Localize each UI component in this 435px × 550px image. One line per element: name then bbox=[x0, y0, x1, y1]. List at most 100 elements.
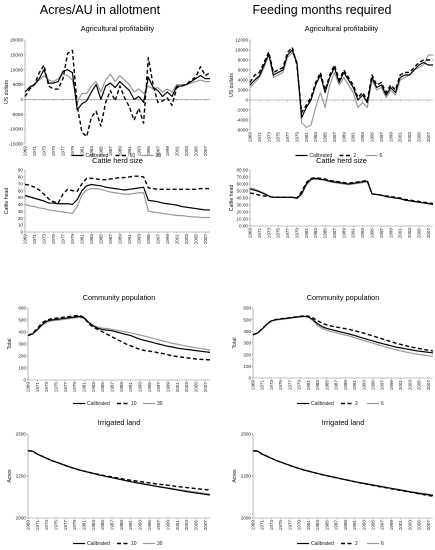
legend: Calibrated 2 6 bbox=[295, 153, 383, 159]
x-tick-label: 1983 bbox=[91, 382, 96, 393]
x-tick-label: 2007 bbox=[203, 520, 208, 531]
x-tick-label: 1973 bbox=[269, 520, 274, 531]
y-axis-label: Cattle head bbox=[229, 185, 235, 212]
x-tick-label: 1995 bbox=[146, 146, 151, 157]
x-tick-label: 1971 bbox=[35, 520, 40, 531]
x-tick-label: 1969 bbox=[23, 146, 28, 157]
x-tick-label: 1997 bbox=[380, 520, 385, 531]
x-tick-label: 1999 bbox=[166, 520, 171, 531]
x-tick-label: 2003 bbox=[184, 146, 189, 157]
x-tick-label: 1987 bbox=[332, 132, 337, 143]
x-tick-label: 1993 bbox=[138, 520, 143, 531]
y-tick-label: 15000 bbox=[10, 52, 23, 57]
legend-label: 2 bbox=[354, 153, 357, 159]
x-tick-label: 1985 bbox=[324, 380, 329, 391]
series-line-6 bbox=[249, 51, 433, 129]
legend-label: 10 bbox=[131, 541, 137, 547]
y-axis-label: Total bbox=[7, 339, 13, 350]
x-tick-label: 2007 bbox=[203, 146, 208, 157]
x-tick-label: 1985 bbox=[100, 382, 105, 393]
x-tick-label: 1979 bbox=[294, 132, 299, 143]
x-tick-label: 1997 bbox=[379, 132, 384, 143]
y-tick-label: -6000 bbox=[236, 128, 248, 133]
legend: Calibrated 10 30 bbox=[73, 541, 163, 547]
series-line-10 bbox=[24, 49, 211, 138]
x-tick-label: 1981 bbox=[82, 382, 87, 393]
x-tick-label: 1997 bbox=[155, 146, 160, 157]
y-tick-label: -5000 bbox=[11, 112, 23, 117]
x-tick-label: 1993 bbox=[136, 146, 141, 157]
series-line-30 bbox=[27, 316, 211, 351]
y-axis-label: Cattle head bbox=[4, 188, 10, 215]
x-tick-label: 1997 bbox=[156, 382, 161, 393]
x-tick-label: 1989 bbox=[119, 382, 124, 393]
x-tick-label: 1993 bbox=[361, 380, 366, 391]
x-tick-label: 2007 bbox=[426, 520, 431, 531]
column-title-left: Acres/AU in allotment bbox=[40, 3, 161, 17]
x-tick-label: 1997 bbox=[155, 234, 160, 245]
y-tick-label: 80 bbox=[18, 174, 24, 179]
x-tick-label: 1995 bbox=[371, 380, 376, 391]
x-tick-label: 1999 bbox=[388, 132, 393, 143]
y-tick-label: 12000 bbox=[235, 38, 248, 43]
x-tick-label: 1999 bbox=[165, 234, 170, 245]
y-tick-label: 100 bbox=[243, 364, 251, 369]
x-tick-label: 1991 bbox=[352, 520, 357, 531]
x-tick-label: 1989 bbox=[343, 380, 348, 391]
x-tick-label: 1993 bbox=[138, 382, 143, 393]
x-tick-label: 1991 bbox=[352, 380, 357, 391]
x-tick-label: 1983 bbox=[89, 146, 94, 157]
series-line-10 bbox=[27, 450, 211, 491]
x-tick-label: 1975 bbox=[51, 234, 56, 245]
x-tick-label: 1979 bbox=[297, 380, 302, 391]
series-line-calibrated bbox=[27, 450, 211, 496]
x-tick-label: 1999 bbox=[389, 520, 394, 531]
y-tick-label: 600 bbox=[18, 306, 26, 311]
x-tick-label: 1973 bbox=[44, 520, 49, 531]
y-tick-label: 20.00 bbox=[237, 210, 249, 215]
legend-label: 6 bbox=[380, 153, 383, 159]
x-tick-label: 1985 bbox=[98, 146, 103, 157]
chart-title: Cattle herd size bbox=[316, 156, 367, 165]
y-tick-label: 8000 bbox=[238, 58, 249, 63]
y-tick-label: 300 bbox=[18, 342, 26, 347]
y-tick-label: 200 bbox=[243, 352, 251, 357]
y-tick-label: 10000 bbox=[235, 48, 248, 53]
x-tick-label: 1991 bbox=[351, 228, 356, 239]
x-tick-label: 1977 bbox=[60, 146, 65, 157]
y-tick-label: 2000 bbox=[238, 88, 249, 93]
x-tick-label: 1987 bbox=[110, 382, 115, 393]
y-tick-label: 100 bbox=[18, 366, 26, 371]
x-tick-label: 1971 bbox=[35, 382, 40, 393]
x-tick-label: 1985 bbox=[323, 132, 328, 143]
y-tick-label: 50.00 bbox=[237, 189, 249, 194]
y-tick-label: 40 bbox=[18, 202, 24, 207]
x-tick-label: 2005 bbox=[416, 228, 421, 239]
x-tick-label: 1989 bbox=[341, 132, 346, 143]
x-tick-label: 1973 bbox=[266, 132, 271, 143]
series-line-30 bbox=[24, 73, 210, 104]
chart-title: Community population bbox=[307, 293, 380, 302]
legend: Calibrated 2 6 bbox=[297, 401, 384, 407]
x-tick-label: 1971 bbox=[260, 380, 265, 391]
series-line-2 bbox=[249, 46, 433, 114]
legend-label: 30 bbox=[156, 153, 162, 159]
x-tick-label: 1969 bbox=[248, 228, 253, 239]
x-tick-label: 2003 bbox=[407, 228, 412, 239]
series-line-calibrated bbox=[249, 177, 434, 205]
x-tick-label: 1983 bbox=[91, 520, 96, 531]
x-tick-label: 2005 bbox=[193, 146, 198, 157]
legend-label: Calibrated bbox=[87, 401, 110, 407]
y-tick-label: 0 bbox=[245, 98, 248, 103]
x-tick-label: 1991 bbox=[351, 132, 356, 143]
y-tick-label: 70 bbox=[18, 181, 24, 186]
y-axis-label: US dollars bbox=[229, 73, 235, 97]
legend: Calibrated 10 30 bbox=[73, 401, 163, 407]
x-tick-label: 1995 bbox=[147, 382, 152, 393]
x-tick-label: 1989 bbox=[341, 228, 346, 239]
x-tick-label: 1977 bbox=[63, 382, 68, 393]
x-tick-label: 2005 bbox=[194, 382, 199, 393]
x-tick-label: 1985 bbox=[98, 234, 103, 245]
